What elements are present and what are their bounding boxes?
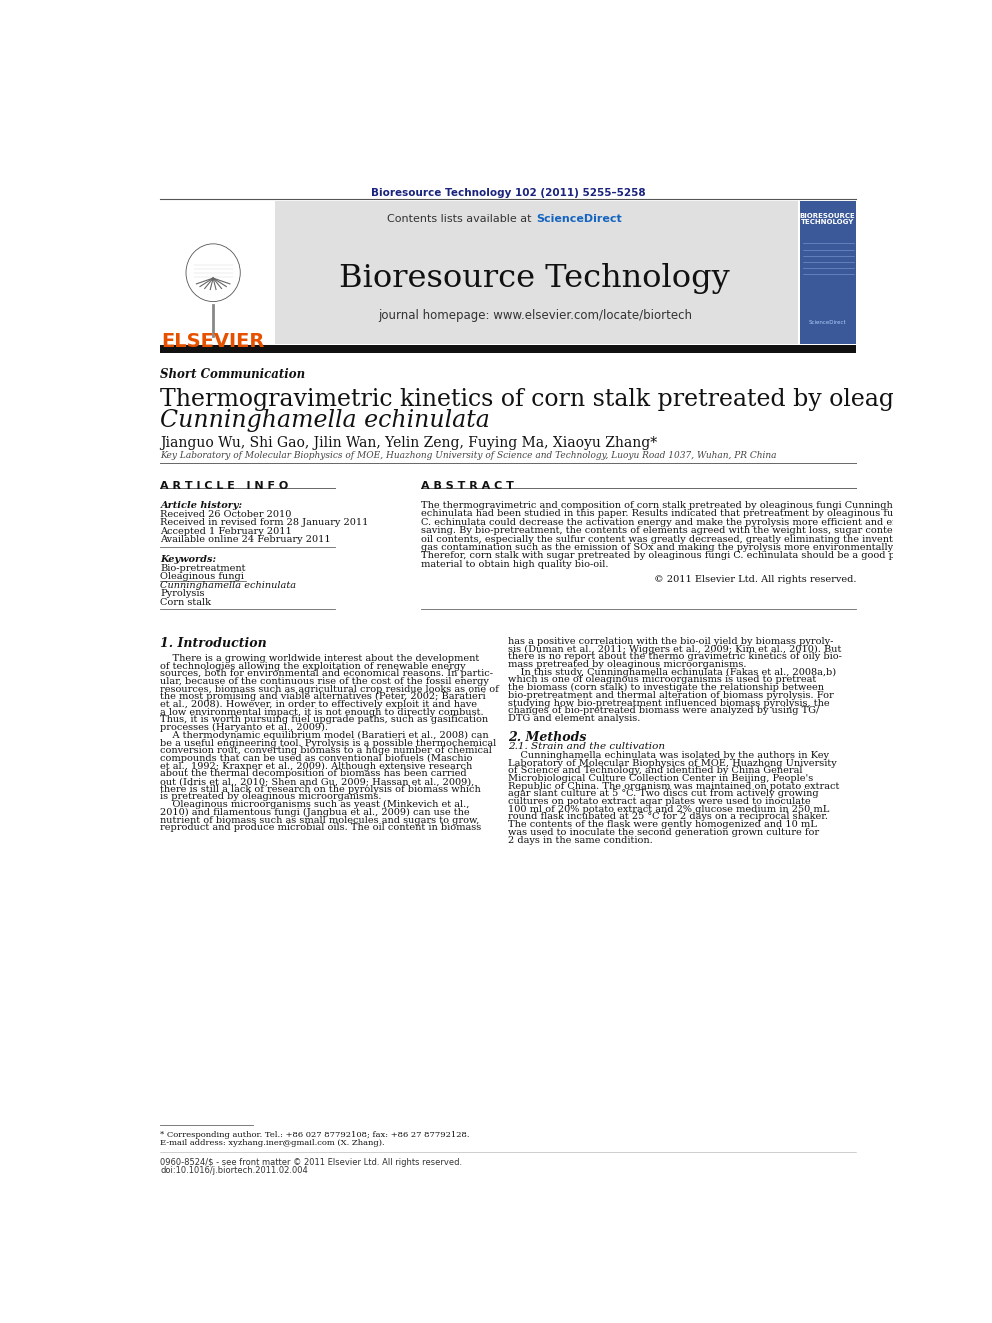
Text: Oleaginous fungi: Oleaginous fungi: [161, 573, 244, 581]
Text: et al., 1992; Kraxner et al., 2009). Although extensive research: et al., 1992; Kraxner et al., 2009). Alt…: [161, 762, 472, 771]
Text: Accepted 1 February 2011: Accepted 1 February 2011: [161, 527, 293, 536]
Text: be a useful engineering tool. Pyrolysis is a possible thermochemical: be a useful engineering tool. Pyrolysis …: [161, 738, 497, 747]
Bar: [161, 201, 275, 344]
Text: The thermogravimetric and composition of corn stalk pretreated by oleaginous fun: The thermogravimetric and composition of…: [421, 500, 926, 509]
Text: Bioresource Technology 102 (2011) 5255–5258: Bioresource Technology 102 (2011) 5255–5…: [371, 188, 646, 198]
Text: Thus, it is worth pursuing fuel upgrade paths, such as gasification: Thus, it is worth pursuing fuel upgrade …: [161, 716, 488, 725]
Text: echinulata had been studied in this paper. Results indicated that pretreatment b: echinulata had been studied in this pape…: [421, 509, 909, 519]
Text: nutrient of biomass such as small molecules and sugars to grow,: nutrient of biomass such as small molecu…: [161, 815, 480, 824]
Text: Corn stalk: Corn stalk: [161, 598, 211, 607]
Text: has a positive correlation with the bio-oil yield by biomass pyroly-: has a positive correlation with the bio-…: [508, 636, 833, 646]
Text: the most promising and viable alternatives (Peter, 2002; Baratieri: the most promising and viable alternativ…: [161, 692, 486, 701]
Text: In this study, Cunninghamella echinulata (Fakas et al., 2008a,b): In this study, Cunninghamella echinulata…: [508, 668, 835, 677]
Text: of Science and Technology, and identified by China General: of Science and Technology, and identifie…: [508, 766, 803, 775]
Text: Received 26 October 2010: Received 26 October 2010: [161, 509, 292, 519]
Text: compounds that can be used as conventional biofuels (Maschio: compounds that can be used as convention…: [161, 754, 473, 763]
Text: Received in revised form 28 January 2011: Received in revised form 28 January 2011: [161, 519, 369, 528]
Text: et al., 2008). However, in order to effectively exploit it and have: et al., 2008). However, in order to effe…: [161, 700, 477, 709]
Text: material to obtain high quality bio-oil.: material to obtain high quality bio-oil.: [421, 560, 608, 569]
Bar: [161, 345, 856, 353]
Text: A thermodynamic equilibrium model (Baratieri et al., 2008) can: A thermodynamic equilibrium model (Barat…: [161, 730, 489, 740]
Text: sources, both for environmental and economical reasons. In partic-: sources, both for environmental and econ…: [161, 669, 493, 679]
Text: C. echinulata could decrease the activation energy and make the pyrolysis more e: C. echinulata could decrease the activat…: [421, 517, 924, 527]
Text: * Corresponding author. Tel.: +86 027 87792108; fax: +86 27 87792128.: * Corresponding author. Tel.: +86 027 87…: [161, 1131, 470, 1139]
Text: There is a growing worldwide interest about the development: There is a growing worldwide interest ab…: [161, 654, 480, 663]
Text: journal homepage: www.elsevier.com/locate/biortech: journal homepage: www.elsevier.com/locat…: [378, 308, 691, 321]
Text: there is no report about the thermo gravimetric kinetics of oily bio-: there is no report about the thermo grav…: [508, 652, 841, 662]
Text: Available online 24 February 2011: Available online 24 February 2011: [161, 536, 331, 544]
Text: ular, because of the continuous rise of the cost of the fossil energy: ular, because of the continuous rise of …: [161, 677, 489, 685]
Text: © 2011 Elsevier Ltd. All rights reserved.: © 2011 Elsevier Ltd. All rights reserved…: [654, 574, 856, 583]
Text: which is one of oleaginous microorganisms is used to pretreat: which is one of oleaginous microorganism…: [508, 676, 815, 684]
Text: studying how bio-pretreatment influenced biomass pyrolysis, the: studying how bio-pretreatment influenced…: [508, 699, 829, 708]
Text: 2. Methods: 2. Methods: [508, 730, 586, 744]
Text: out (Idris et al., 2010; Shen and Gu, 2009; Hassan et al., 2009),: out (Idris et al., 2010; Shen and Gu, 20…: [161, 777, 475, 786]
Text: Microbiological Culture Collection Center in Beijing, People's: Microbiological Culture Collection Cente…: [508, 774, 812, 783]
Text: 100 ml of 20% potato extract and 2% glucose medium in 250 mL: 100 ml of 20% potato extract and 2% gluc…: [508, 804, 829, 814]
Text: TECHNOLOGY: TECHNOLOGY: [802, 218, 854, 225]
Text: E-mail address: xyzhang.iner@gmail.com (X. Zhang).: E-mail address: xyzhang.iner@gmail.com (…: [161, 1139, 385, 1147]
Text: Pyrolysis: Pyrolysis: [161, 589, 205, 598]
Text: doi:10.1016/j.biortech.2011.02.004: doi:10.1016/j.biortech.2011.02.004: [161, 1166, 309, 1175]
Text: ScienceDirect: ScienceDirect: [808, 320, 846, 325]
Text: 2010) and filamentous fungi (Jangbua et al., 2009) can use the: 2010) and filamentous fungi (Jangbua et …: [161, 808, 470, 818]
Text: conversion rout, converting biomass to a huge number of chemical: conversion rout, converting biomass to a…: [161, 746, 492, 755]
Text: reproduct and produce microbial oils. The oil content in biomass: reproduct and produce microbial oils. Th…: [161, 823, 482, 832]
Text: 0960-8524/$ - see front matter © 2011 Elsevier Ltd. All rights reserved.: 0960-8524/$ - see front matter © 2011 El…: [161, 1158, 462, 1167]
Text: Keywords:: Keywords:: [161, 554, 216, 564]
Text: a low environmental impact, it is not enough to directly combust.: a low environmental impact, it is not en…: [161, 708, 484, 717]
Text: of technologies allowing the exploitation of renewable energy: of technologies allowing the exploitatio…: [161, 662, 466, 671]
Text: Bio-pretreatment: Bio-pretreatment: [161, 564, 246, 573]
Text: agar slant culture at 5 °C. Two discs cut from actively growing: agar slant culture at 5 °C. Two discs cu…: [508, 790, 818, 798]
Text: ELSEVIER: ELSEVIER: [162, 332, 265, 351]
Bar: [275, 201, 799, 344]
Text: BIORESOURCE: BIORESOURCE: [800, 213, 855, 218]
Text: there is still a lack of research on the pyrolysis of biomass which: there is still a lack of research on the…: [161, 785, 481, 794]
Text: saving. By bio-pretreatment, the contents of elements agreed with the weight los: saving. By bio-pretreatment, the content…: [421, 527, 928, 534]
Text: DTG and element analysis.: DTG and element analysis.: [508, 714, 640, 722]
Text: is pretreated by oleaginous microorganisms.: is pretreated by oleaginous microorganis…: [161, 792, 382, 802]
Text: Laboratory of Molecular Biophysics of MOE, Huazhong University: Laboratory of Molecular Biophysics of MO…: [508, 758, 836, 767]
Text: bio-pretreatment and thermal alteration of biomass pyrolysis. For: bio-pretreatment and thermal alteration …: [508, 691, 833, 700]
Text: the biomass (corn stalk) to investigate the relationship between: the biomass (corn stalk) to investigate …: [508, 683, 823, 692]
Text: processes (Haryanto et al., 2009).: processes (Haryanto et al., 2009).: [161, 724, 328, 733]
Text: Thermogravimetric kinetics of corn stalk pretreated by oleaginous fungi: Thermogravimetric kinetics of corn stalk…: [161, 388, 992, 411]
Text: Key Laboratory of Molecular Biophysics of MOE, Huazhong University of Science an: Key Laboratory of Molecular Biophysics o…: [161, 451, 777, 460]
Text: gas contamination such as the emission of SOx and making the pyrolysis more envi: gas contamination such as the emission o…: [421, 542, 936, 552]
Bar: [800, 201, 856, 344]
Text: Contents lists available at: Contents lists available at: [387, 214, 535, 224]
Text: Republic of China. The organism was maintained on potato extract: Republic of China. The organism was main…: [508, 782, 839, 791]
Text: round flask incubated at 25 °C for 2 days on a reciprocal shaker.: round flask incubated at 25 °C for 2 day…: [508, 812, 827, 822]
Text: 1. Introduction: 1. Introduction: [161, 636, 267, 650]
Text: cultures on potato extract agar plates were used to inoculate: cultures on potato extract agar plates w…: [508, 796, 810, 806]
Text: mass pretreated by oleaginous microorganisms.: mass pretreated by oleaginous microorgan…: [508, 660, 746, 669]
Text: A B S T R A C T: A B S T R A C T: [421, 480, 514, 491]
Text: Cunninghamella echinulata: Cunninghamella echinulata: [161, 409, 490, 433]
Text: Cunninghamella echinulata was isolated by the authors in Key: Cunninghamella echinulata was isolated b…: [508, 751, 828, 759]
Text: 2 days in the same condition.: 2 days in the same condition.: [508, 836, 653, 844]
Text: ScienceDirect: ScienceDirect: [537, 214, 622, 224]
Text: oil contents, especially the sulfur content was greatly decreased, greatly elimi: oil contents, especially the sulfur cont…: [421, 534, 922, 544]
Text: The contents of the flask were gently homogenized and 10 mL: The contents of the flask were gently ho…: [508, 820, 816, 830]
Text: Therefor, corn stalk with sugar pretreated by oleaginous fungi C. echinulata sho: Therefor, corn stalk with sugar pretreat…: [421, 552, 932, 561]
Text: Article history:: Article history:: [161, 500, 243, 509]
Text: sis (Duman et al., 2011; Wiggers et al., 2009; Kim et al., 2010). But: sis (Duman et al., 2011; Wiggers et al.,…: [508, 644, 841, 654]
Text: Bioresource Technology: Bioresource Technology: [339, 263, 730, 294]
Text: was used to inoculate the second generation grown culture for: was used to inoculate the second generat…: [508, 828, 818, 837]
Text: Cunninghamella echinulata: Cunninghamella echinulata: [161, 581, 297, 590]
Text: Oleaginous microorganisms such as yeast (Minkevich et al.,: Oleaginous microorganisms such as yeast …: [161, 800, 470, 810]
Text: Jianguo Wu, Shi Gao, Jilin Wan, Yelin Zeng, Fuying Ma, Xiaoyu Zhang*: Jianguo Wu, Shi Gao, Jilin Wan, Yelin Ze…: [161, 437, 658, 450]
Text: 2.1. Strain and the cultivation: 2.1. Strain and the cultivation: [508, 742, 665, 750]
Text: resources, biomass such as agricultural crop residue looks as one of: resources, biomass such as agricultural …: [161, 685, 499, 693]
Text: changes of bio-pretreated biomass were analyzed by using TG/: changes of bio-pretreated biomass were a…: [508, 706, 818, 716]
Text: Short Communication: Short Communication: [161, 368, 306, 381]
Text: A R T I C L E   I N F O: A R T I C L E I N F O: [161, 480, 289, 491]
Text: about the thermal decomposition of biomass has been carried: about the thermal decomposition of bioma…: [161, 770, 467, 778]
